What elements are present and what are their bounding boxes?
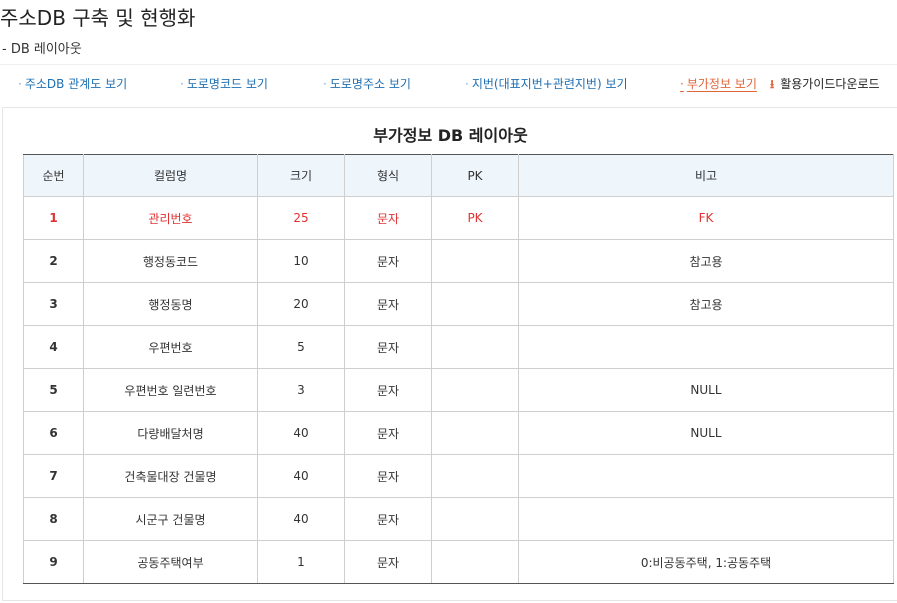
header-seq: 순번 <box>23 154 84 197</box>
cell-seq: 1 <box>23 196 84 240</box>
cell-note: NULL <box>518 411 894 455</box>
cell-size: 20 <box>257 282 345 326</box>
tab-relation-diagram[interactable]: · 주소DB 관계도 보기 <box>18 75 127 92</box>
download-label: 활용가이드다운로드 <box>780 77 880 91</box>
header-type: 형식 <box>344 154 432 197</box>
cell-seq: 8 <box>23 497 84 541</box>
table-row: 4 우편번호 5 문자 <box>23 325 894 369</box>
cell-note: NULL <box>518 368 894 412</box>
table-row: 6 다량배달처명 40 문자 NULL <box>23 411 894 455</box>
tab-label: 부가정보 보기 <box>686 77 757 91</box>
cell-pk <box>431 368 519 412</box>
cell-seq: 4 <box>23 325 84 369</box>
cell-column-name: 관리번호 <box>83 196 258 240</box>
cell-size: 40 <box>257 411 345 455</box>
cell-seq: 5 <box>23 368 84 412</box>
table-title: 부가정보 DB 레이아웃 <box>373 126 528 145</box>
tab-road-address[interactable]: · 도로명주소 보기 <box>323 75 411 92</box>
cell-pk: PK <box>431 196 519 240</box>
cell-column-name: 시군구 건물명 <box>83 497 258 541</box>
tab-additional-info[interactable]: · 부가정보 보기 <box>680 75 757 92</box>
tab-lot-number[interactable]: · 지번(대표지번+관련지번) 보기 <box>465 75 628 92</box>
cell-column-name: 우편번호 일련번호 <box>83 368 258 412</box>
cell-pk <box>431 497 519 541</box>
cell-type: 문자 <box>344 368 432 412</box>
cell-size: 40 <box>257 454 345 498</box>
cell-type: 문자 <box>344 497 432 541</box>
bullet-icon: · <box>180 77 184 91</box>
cell-type: 문자 <box>344 239 432 283</box>
cell-note <box>518 497 894 541</box>
cell-column-name: 건축물대장 건물명 <box>83 454 258 498</box>
cell-column-name: 공동주택여부 <box>83 540 258 584</box>
cell-seq: 9 <box>23 540 84 584</box>
tab-label: 도로명코드 보기 <box>186 77 268 91</box>
table-row: 2 행정동코드 10 문자 참고용 <box>23 239 894 283</box>
cell-type: 문자 <box>344 454 432 498</box>
cell-note: 참고용 <box>518 239 894 283</box>
cell-size: 40 <box>257 497 345 541</box>
table-row: 8 시군구 건물명 40 문자 <box>23 497 894 541</box>
cell-size: 10 <box>257 239 345 283</box>
cell-seq: 7 <box>23 454 84 498</box>
cell-type: 문자 <box>344 196 432 240</box>
page-title: 주소DB 구축 및 현행화 <box>0 6 196 30</box>
cell-column-name: 행정동명 <box>83 282 258 326</box>
header-size: 크기 <box>257 154 345 197</box>
cell-seq: 2 <box>23 239 84 283</box>
layout-panel: 부가정보 DB 레이아웃 순번 컬럼명 크기 형식 PK 비고 1 관리번호 2… <box>2 107 897 601</box>
table-row: 1 관리번호 25 문자 PK FK <box>23 196 894 240</box>
header-pk: PK <box>431 154 519 197</box>
cell-pk <box>431 411 519 455</box>
cell-note: 0:비공동주택, 1:공동주택 <box>518 540 894 584</box>
cell-type: 문자 <box>344 325 432 369</box>
table-row: 9 공동주택여부 1 문자 0:비공동주택, 1:공동주택 <box>23 540 894 584</box>
tab-road-code[interactable]: · 도로명코드 보기 <box>180 75 268 92</box>
page-subtitle: - DB 레이아웃 <box>2 42 82 57</box>
cell-size: 5 <box>257 325 345 369</box>
bullet-icon: · <box>465 77 469 91</box>
cell-seq: 6 <box>23 411 84 455</box>
db-layout-table: 순번 컬럼명 크기 형식 PK 비고 1 관리번호 25 문자 PK FK 2 … <box>23 154 894 584</box>
cell-size: 3 <box>257 368 345 412</box>
bullet-icon: · <box>18 77 22 91</box>
table-row: 5 우편번호 일련번호 3 문자 NULL <box>23 368 894 412</box>
cell-note <box>518 454 894 498</box>
download-icon: ⭳ <box>770 77 775 91</box>
cell-pk <box>431 454 519 498</box>
bullet-icon: · <box>323 77 327 91</box>
cell-type: 문자 <box>344 282 432 326</box>
cell-note <box>518 325 894 369</box>
tab-label: 지번(대표지번+관련지번) 보기 <box>471 77 628 91</box>
cell-column-name: 우편번호 <box>83 325 258 369</box>
cell-type: 문자 <box>344 411 432 455</box>
view-tabs: · 주소DB 관계도 보기 · 도로명코드 보기 · 도로명주소 보기 · 지번(대표지… <box>0 64 897 103</box>
cell-note: 참고용 <box>518 282 894 326</box>
cell-pk <box>431 540 519 584</box>
cell-size: 25 <box>257 196 345 240</box>
cell-pk <box>431 325 519 369</box>
tab-label: 도로명주소 보기 <box>329 77 411 91</box>
cell-column-name: 행정동코드 <box>83 239 258 283</box>
header-note: 비고 <box>518 154 894 197</box>
bullet-icon: · <box>680 77 684 91</box>
cell-seq: 3 <box>23 282 84 326</box>
cell-pk <box>431 282 519 326</box>
cell-note: FK <box>518 196 894 240</box>
table-row: 3 행정동명 20 문자 참고용 <box>23 282 894 326</box>
cell-size: 1 <box>257 540 345 584</box>
cell-pk <box>431 239 519 283</box>
guide-download-link[interactable]: ⭳ 활용가이드다운로드 <box>770 75 880 96</box>
cell-type: 문자 <box>344 540 432 584</box>
table-row: 7 건축물대장 건물명 40 문자 <box>23 454 894 498</box>
header-column-name: 컬럼명 <box>83 154 258 197</box>
table-header-row: 순번 컬럼명 크기 형식 PK 비고 <box>23 154 894 197</box>
cell-column-name: 다량배달처명 <box>83 411 258 455</box>
tab-label: 주소DB 관계도 보기 <box>24 77 128 91</box>
